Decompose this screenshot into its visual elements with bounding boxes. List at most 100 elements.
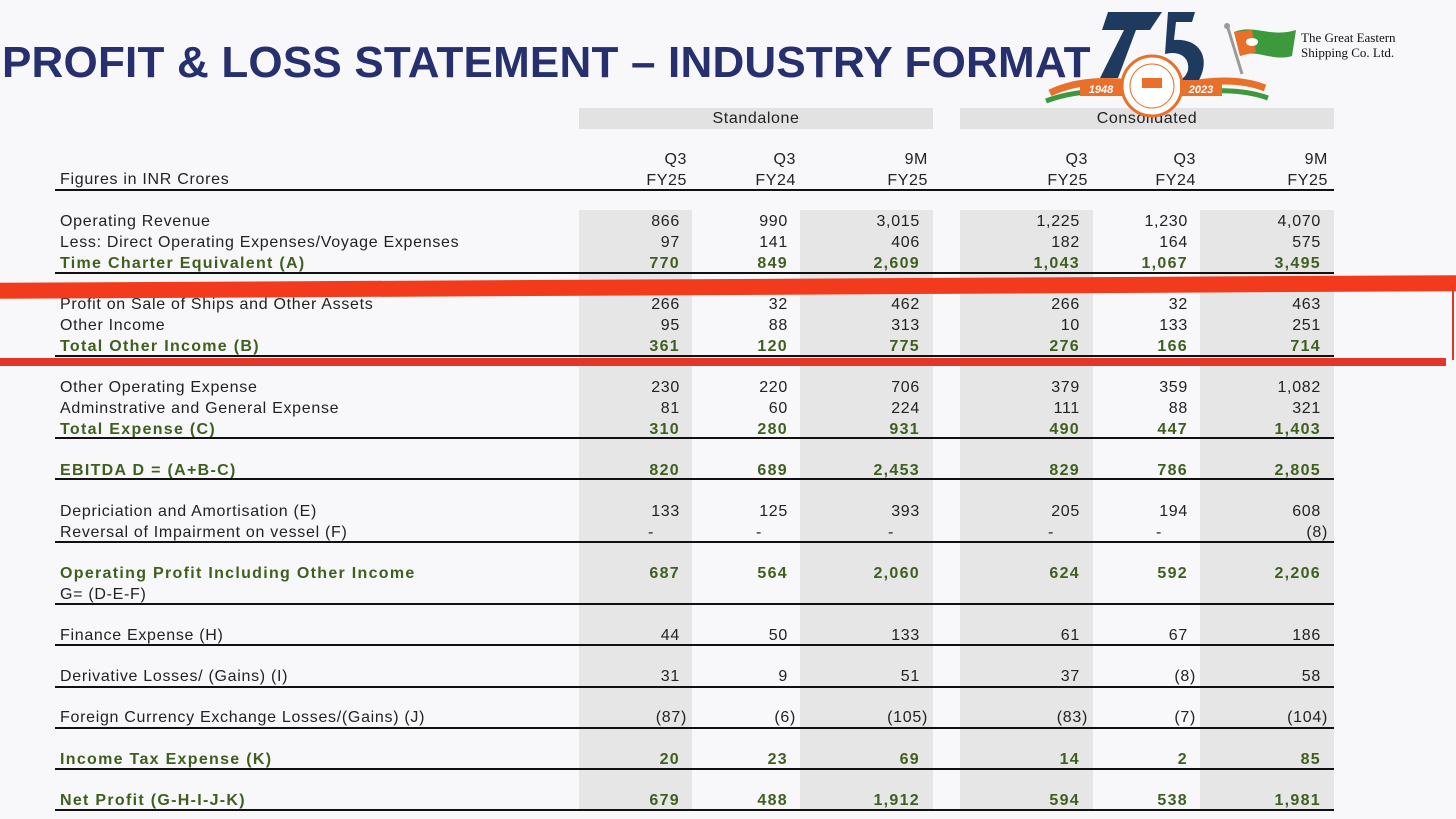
table-row: Time Charter Equivalent (A) 770 849 2,609 1,… — [0, 254, 1456, 274]
cell-value: 186 — [1292, 627, 1321, 644]
column-header: FY25 — [646, 172, 687, 189]
cell-value: 829 — [1049, 462, 1080, 479]
row-label: Income Tax Expense (K) — [60, 751, 273, 768]
row-divider — [55, 727, 1334, 729]
cell-value: 359 — [1159, 379, 1188, 396]
cell-value: 608 — [1292, 503, 1321, 520]
cell-value: 490 — [1049, 421, 1080, 438]
row-divider — [55, 809, 1334, 811]
cell-value: 182 — [1051, 234, 1080, 251]
cell-value: 88 — [768, 317, 788, 334]
table-row: Net Profit (G-H-I-J-K) 679 488 1,912 594 538 1… — [0, 791, 1456, 811]
cell-value: 141 — [759, 234, 788, 251]
cell-value: 679 — [649, 792, 680, 809]
column-header: FY25 — [887, 172, 928, 189]
cell-value: 58 — [1301, 668, 1321, 685]
cell-value: 820 — [649, 462, 680, 479]
year-start: 1948 — [1089, 84, 1114, 96]
column-header: Q3 — [773, 151, 796, 168]
cell-value: 88 — [1168, 400, 1188, 417]
cell-value: 111 — [1053, 400, 1080, 417]
row-label: Total Expense (C) — [60, 421, 217, 438]
column-shade — [579, 210, 692, 810]
cell-value: 592 — [1157, 565, 1188, 582]
row-label: Other Income — [60, 317, 166, 334]
column-shade — [960, 210, 1093, 810]
cell-value: 1,403 — [1274, 421, 1321, 438]
table-row: Foreign Currency Exchange Losses/(Gains)… — [0, 708, 1456, 728]
cell-value: 463 — [1292, 296, 1321, 313]
cell-value: (7) — [1174, 709, 1196, 726]
cell-value: - — [1155, 524, 1162, 541]
cell-value: 1,082 — [1277, 379, 1321, 396]
cell-value: 23 — [767, 751, 788, 768]
cell-value: 60 — [768, 400, 788, 417]
row-divider — [55, 686, 1334, 688]
cell-value: 1,067 — [1141, 255, 1188, 272]
cell-value: 9 — [778, 668, 788, 685]
cell-value: 230 — [651, 379, 680, 396]
table-row: EBITDA D = (A+B-C) 820 689 2,453 829 786 2,805 — [0, 461, 1456, 481]
cell-value: 310 — [649, 421, 680, 438]
cell-value: (6) — [774, 709, 796, 726]
cell-value: 866 — [651, 213, 680, 230]
row-divider — [55, 603, 1334, 605]
row-label: Foreign Currency Exchange Losses/(Gains)… — [60, 709, 426, 726]
cell-value: 220 — [759, 379, 788, 396]
column-header: FY25 — [1287, 172, 1328, 189]
row-divider — [55, 768, 1334, 770]
table-row: Depriciation and Amortisation (E) 133 125 3… — [0, 502, 1456, 522]
cell-value: 2,453 — [873, 462, 920, 479]
table-row: Adminstrative and General Expense 81 60 224… — [0, 399, 1456, 419]
cell-value: 321 — [1292, 400, 1321, 417]
company-name-line1: The Great Eastern — [1301, 30, 1396, 45]
cell-value: 133 — [1159, 317, 1188, 334]
table-row: Derivative Losses/ (Gains) (I) 31 9 51 37 (8)… — [0, 667, 1456, 687]
group-header-consolidated: Consolidated — [960, 108, 1334, 129]
cell-value: 706 — [891, 379, 920, 396]
table-row: Total Other Income (B) 361 120 775 276 166 714 — [0, 337, 1456, 357]
cell-value: 166 — [1157, 338, 1188, 355]
cell-value: 31 — [660, 668, 680, 685]
cell-value: 1,981 — [1274, 792, 1321, 809]
cell-value: 2,060 — [873, 565, 920, 582]
table-row: Other Income 95 88 313 10 133 251 — [0, 316, 1456, 336]
cell-value: 32 — [1168, 296, 1188, 313]
cell-value: 266 — [651, 296, 680, 313]
cell-value: 488 — [757, 792, 788, 809]
cell-value: - — [755, 524, 762, 541]
row-label: Operating Profit Including Other Income — [60, 565, 416, 582]
cell-value: 3,015 — [876, 213, 920, 230]
row-label: Time Charter Equivalent (A) — [60, 255, 306, 272]
cell-value: 990 — [759, 213, 788, 230]
column-header: 9M — [904, 151, 928, 168]
red-highlight-line-bottom — [0, 358, 1446, 366]
table-row: Profit on Sale of Ships and Other Assets… — [0, 295, 1456, 315]
cell-value: 32 — [768, 296, 788, 313]
cell-value: 280 — [757, 421, 788, 438]
company-name-line2: Shipping Co. Ltd. — [1301, 45, 1394, 60]
cell-value: 379 — [1051, 379, 1080, 396]
cell-value: 44 — [660, 627, 680, 644]
row-divider — [55, 355, 1334, 357]
row-divider — [55, 644, 1334, 646]
column-header: FY24 — [1155, 172, 1196, 189]
row-label: Net Profit (G-H-I-J-K) — [60, 792, 246, 809]
cell-value: 462 — [891, 296, 920, 313]
cell-value: 276 — [1049, 338, 1080, 355]
row-label: EBITDA D = (A+B-C) — [60, 462, 237, 479]
cell-value: 120 — [757, 338, 788, 355]
cell-value: 689 — [757, 462, 788, 479]
cell-value: 2 — [1177, 751, 1188, 768]
cell-value: 37 — [1060, 668, 1080, 685]
cell-value: 10 — [1060, 317, 1080, 334]
cell-value: 125 — [759, 503, 788, 520]
row-label: Operating Revenue — [60, 213, 211, 230]
company-logo: 1948 2023 The Great Eastern Shipping Co.… — [1045, 12, 1396, 118]
row-divider — [55, 272, 1334, 274]
cell-value: 50 — [768, 627, 788, 644]
row-divider — [55, 478, 1334, 480]
row-label: G= (D-E-F) — [60, 586, 147, 603]
cell-value: 2,609 — [873, 255, 920, 272]
cell-value: 1,912 — [873, 792, 920, 809]
